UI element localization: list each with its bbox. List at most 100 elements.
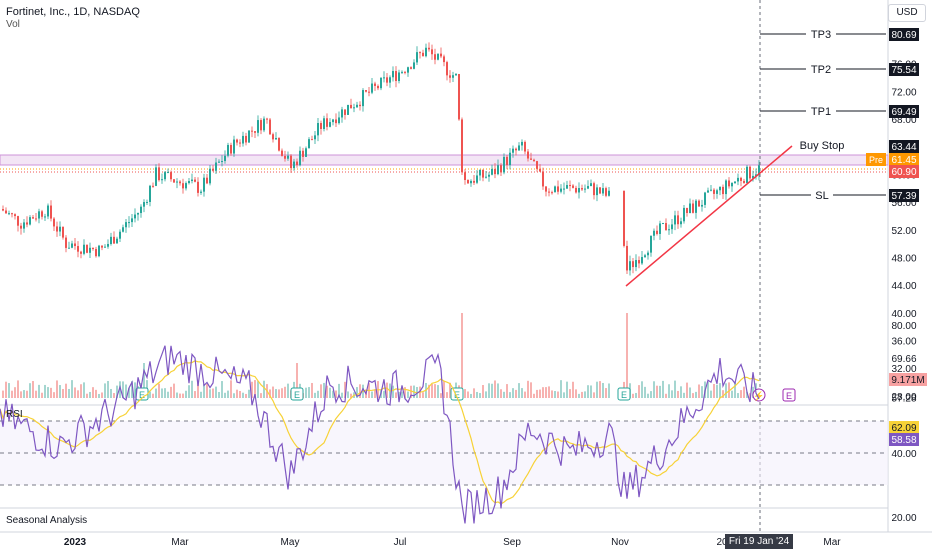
volume-bar	[485, 391, 487, 398]
volume-bar	[683, 392, 685, 398]
volume-bar	[503, 391, 505, 398]
candle-body	[185, 183, 187, 189]
candle-body	[650, 235, 652, 253]
volume-bar	[308, 387, 310, 398]
rsi-axis[interactable]: 80.00 69.66 57.28 40.00 20.00	[891, 321, 916, 524]
candle-body	[449, 75, 451, 78]
candlestick-series[interactable]	[2, 42, 760, 276]
candle-body	[152, 185, 154, 187]
candle-body	[101, 245, 103, 248]
volume-bar	[437, 385, 439, 398]
last-price: 60.90	[891, 167, 916, 178]
earnings-marker-future[interactable]	[782, 388, 796, 402]
rsi-tick-label: 40.00	[891, 449, 916, 460]
volume-bar	[656, 385, 658, 398]
time-tick-label: Nov	[611, 537, 629, 548]
volume-bar	[92, 387, 94, 398]
volume-value: 9.171M	[891, 375, 924, 386]
volume-bar	[275, 389, 277, 398]
candle-body	[338, 117, 340, 124]
candle-body	[548, 191, 550, 193]
volume-bar	[53, 392, 55, 398]
tp2-label: TP2	[811, 64, 831, 76]
candle-body	[722, 186, 724, 195]
candle-body	[86, 244, 88, 253]
candle-body	[113, 236, 115, 244]
candle-body	[83, 244, 85, 254]
volume-bar	[29, 383, 31, 398]
trendline[interactable]	[625, 145, 793, 287]
candle-body	[386, 77, 388, 83]
volume-bar	[461, 313, 463, 398]
volume-bar	[599, 381, 601, 398]
candle-body	[731, 183, 733, 187]
candle-body	[398, 72, 400, 82]
earnings-markers[interactable]: E E E E ⚡ E	[135, 387, 796, 402]
candle-body	[701, 204, 703, 207]
volume-bar	[473, 388, 475, 398]
volume-bar	[605, 388, 607, 398]
candle-body	[155, 167, 157, 186]
volume-bar	[653, 381, 655, 398]
tp1-label: TP1	[811, 106, 831, 118]
candle-body	[629, 261, 631, 271]
candle-body	[665, 223, 667, 231]
candle-body	[737, 177, 739, 182]
volume-bar	[233, 393, 235, 398]
seasonal-analysis-legend[interactable]: Seasonal Analysis	[6, 515, 88, 526]
candle-body	[242, 135, 244, 144]
candle-body	[467, 180, 469, 184]
crosshair-date-label: Fri 19 Jan '24	[725, 534, 793, 549]
candle-body	[368, 91, 370, 93]
last-price-badge	[889, 165, 919, 178]
candle-body	[212, 168, 214, 171]
volume-legend[interactable]: Vol	[6, 19, 20, 30]
candle-body	[590, 183, 592, 187]
time-axis[interactable]: 2023 Mar May Jul Sep Nov 20 Mar	[64, 537, 841, 548]
candle-body	[587, 186, 589, 189]
volume-bar	[410, 385, 412, 398]
candle-body	[470, 180, 472, 184]
earnings-marker[interactable]	[290, 387, 304, 401]
volume-bar	[203, 384, 205, 398]
candle-body	[749, 166, 751, 179]
earnings-marker[interactable]	[617, 387, 631, 401]
candle-body	[641, 257, 643, 264]
volume-bar	[323, 382, 325, 398]
candle-body	[287, 155, 289, 159]
candle-body	[533, 159, 535, 162]
volume-bar	[185, 390, 187, 398]
candle-body	[290, 155, 292, 169]
candle-body	[47, 205, 49, 217]
price-tick-label: 48.00	[891, 253, 916, 264]
candle-body	[293, 161, 295, 169]
volume-bar	[320, 384, 322, 398]
candle-body	[686, 207, 688, 214]
price-axis[interactable]: 80.0076.0072.0068.0064.0060.0056.0052.00…	[891, 32, 916, 403]
candle-body	[17, 216, 19, 226]
volume-bar	[329, 387, 331, 398]
candle-body	[440, 53, 442, 57]
resistance-zone[interactable]	[0, 154, 889, 166]
candle-body	[734, 181, 736, 184]
candle-body	[557, 186, 559, 192]
volume-bar	[236, 389, 238, 398]
volume-bar	[143, 363, 145, 398]
volume-bar	[26, 390, 28, 398]
volume-bar	[740, 390, 742, 398]
volume-bar	[650, 391, 652, 398]
price-tick-label: 52.00	[891, 226, 916, 237]
candle-body	[311, 139, 313, 141]
volume-bar	[542, 387, 544, 398]
candle-body	[542, 171, 544, 187]
chart-legend-title[interactable]: Fortinet, Inc., 1D, NASDAQ	[6, 6, 140, 18]
currency-button[interactable]: USD	[888, 4, 926, 22]
rsi-legend[interactable]: RSI	[6, 409, 23, 420]
volume-bar	[110, 388, 112, 398]
candle-body	[77, 246, 79, 252]
volume-bar	[560, 380, 562, 398]
candle-body	[530, 158, 532, 160]
volume-bar	[554, 391, 556, 398]
